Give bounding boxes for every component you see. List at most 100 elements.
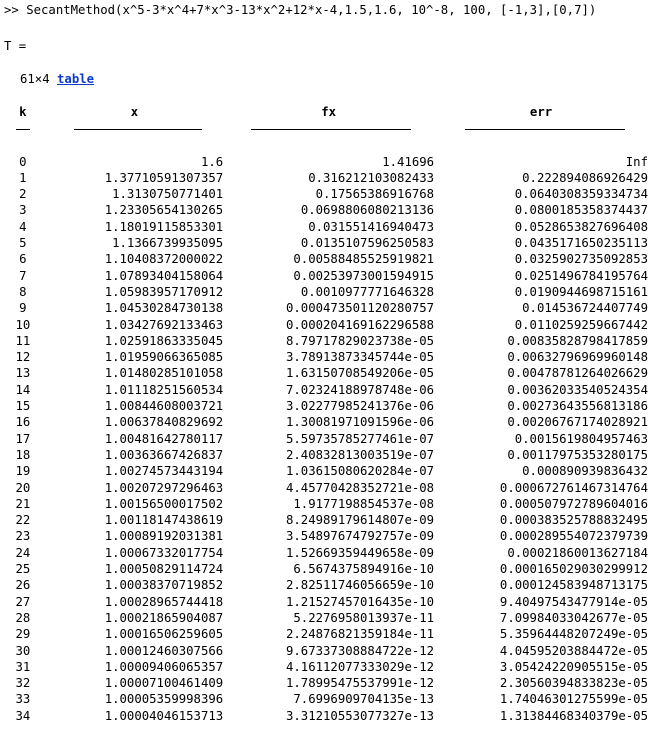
cell-x: 1.23305654130265 xyxy=(104,203,224,218)
cell-x: 1.03427692133463 xyxy=(104,317,224,332)
cell-x: 1.04530284730138 xyxy=(104,301,224,316)
cell-fx: 1.41696 xyxy=(382,154,435,169)
cell-k: 27 xyxy=(15,594,31,609)
cell-err: 7.09984033042677e-05 xyxy=(499,610,648,625)
cell-x: 1.00028965744418 xyxy=(104,594,224,609)
cell-x: 1.00844608003721 xyxy=(104,399,224,414)
table-row: 32 1.00007100461409 1.78995475537991e-12 2.… xyxy=(0,675,648,691)
cell-x: 1.01480285101058 xyxy=(104,366,224,381)
cell-k: 26 xyxy=(15,578,31,593)
table-row: 26 1.00038370719852 2.82511746056659e-10 0.… xyxy=(0,577,648,593)
cell-x: 1.00207297296463 xyxy=(104,480,224,495)
table-row: 22 1.00118147438619 8.24989179614807e-09 0.… xyxy=(0,512,648,528)
table-row: 20 1.00207297296463 4.45770428352721e-08 0.… xyxy=(0,480,648,496)
cell-x: 1.18019115853301 xyxy=(104,219,224,234)
header-rule-x xyxy=(46,121,223,137)
cell-fx: 7.02324188978748e-06 xyxy=(286,382,435,397)
cell-x: 1.6 xyxy=(200,154,224,169)
cell-x: 1.00038370719852 xyxy=(104,578,224,593)
cell-x: 1.1366739935095 xyxy=(112,236,224,251)
cell-fx: 5.2276958013937e-11 xyxy=(293,610,435,625)
cell-fx: 0.031551416940473 xyxy=(308,219,435,234)
cell-err: 0.0325902735092853 xyxy=(514,252,648,267)
table-row: 8 1.05983957170912 0.0010977771646328 0.019… xyxy=(0,284,648,300)
cell-k: 21 xyxy=(15,496,31,511)
cell-k: 5 xyxy=(19,236,27,251)
cell-k: 2 xyxy=(19,187,27,202)
cell-k: 28 xyxy=(15,610,31,625)
cell-fx: 8.79717829023738e-05 xyxy=(286,333,435,348)
cell-fx: 2.24876821359184e-11 xyxy=(286,627,435,642)
cell-k: 30 xyxy=(15,643,31,658)
table-row: 24 1.00067332017754 1.52669359449658e-09 0.… xyxy=(0,545,648,561)
cell-fx: 0.0135107596250583 xyxy=(300,236,435,251)
cell-k: 16 xyxy=(15,415,31,430)
cell-fx: 3.02277985241376e-06 xyxy=(286,399,435,414)
cell-fx: 7.6996909704135e-13 xyxy=(293,692,435,707)
table-header-row: k x fx err xyxy=(0,104,648,121)
column-header-x: x xyxy=(130,105,139,120)
column-header-k: k xyxy=(19,105,27,120)
table-type-link[interactable]: table xyxy=(57,72,95,86)
table-row: 14 1.01118251560534 7.02324188978748e-06 0.… xyxy=(0,382,648,398)
column-header-fx: fx xyxy=(321,105,337,120)
cell-x: 1.37710591307357 xyxy=(104,170,224,185)
cell-x: 1.05983957170912 xyxy=(104,284,224,299)
cell-fx: 0.0010977771646328 xyxy=(300,284,435,299)
cell-err: 0.014536724407749 xyxy=(522,301,648,316)
header-rule-fx xyxy=(223,121,434,137)
cell-k: 24 xyxy=(15,545,31,560)
cell-k: 18 xyxy=(15,447,31,462)
table-row: 34 1.00004046153713 3.31210553077327e-13 1.… xyxy=(0,708,648,724)
cell-err: 0.0528653827696408 xyxy=(514,219,648,234)
cell-fx: 1.21527457016435e-10 xyxy=(286,594,435,609)
cell-err: 0.00117975353280175 xyxy=(507,447,648,462)
cell-x: 1.01118251560534 xyxy=(104,382,224,397)
header-rule-k xyxy=(0,121,46,137)
table-row: 21 1.00156500017502 1.9177198854537e-08 0.0… xyxy=(0,496,648,512)
table-row: 4 1.18019115853301 0.031551416940473 0.0528… xyxy=(0,219,648,235)
cell-fx: 0.000473501120280757 xyxy=(286,301,435,316)
cell-fx: 0.000204169162296588 xyxy=(286,317,435,332)
cell-x: 1.00481642780117 xyxy=(104,431,224,446)
cell-x: 1.00004046153713 xyxy=(104,708,224,723)
table-row: 30 1.00012460307566 9.67337308884722e-12 4.… xyxy=(0,643,648,659)
cell-fx: 3.31210553077327e-13 xyxy=(286,708,435,723)
cell-err: 0.00632796969960148 xyxy=(507,350,648,365)
cell-x: 1.00274573443194 xyxy=(104,464,224,479)
table-row: 5 1.1366739935095 0.0135107596250583 0.0435… xyxy=(0,235,648,251)
cell-fx: 8.24989179614807e-09 xyxy=(286,513,435,528)
cell-fx: 2.40832813003519e-07 xyxy=(286,447,435,462)
column-header-err: err xyxy=(529,105,553,120)
command-line[interactable]: >> SecantMethod(x^5-3*x^4+7*x^3-13*x^2+1… xyxy=(4,3,596,17)
cell-fx: 0.00588485525919821 xyxy=(293,252,435,267)
cell-x: 1.07893404158064 xyxy=(104,268,224,283)
table-row: 27 1.00028965744418 1.21527457016435e-10 9.… xyxy=(0,594,648,610)
cell-k: 22 xyxy=(15,513,31,528)
cell-err: 0.222894086926429 xyxy=(522,170,648,185)
cell-x: 1.00050829114724 xyxy=(104,562,224,577)
cell-err: 9.40497543477914e-05 xyxy=(499,594,648,609)
table-row: 9 1.04530284730138 0.000473501120280757 0.0… xyxy=(0,300,648,316)
cell-k: 8 xyxy=(19,284,27,299)
command-text[interactable]: SecantMethod(x^5-3*x^4+7*x^3-13*x^2+12*x… xyxy=(26,3,597,17)
cell-k: 9 xyxy=(19,301,27,316)
cell-x: 1.00012460307566 xyxy=(104,643,224,658)
table-row: 31 1.00009406065357 4.16112077333029e-12 3.… xyxy=(0,659,648,675)
cell-err: 0.000383525788832495 xyxy=(499,513,648,528)
output-table-info: 61×4 table xyxy=(20,72,94,86)
cell-k: 10 xyxy=(15,317,31,332)
cell-k: 17 xyxy=(15,431,31,446)
cell-k: 13 xyxy=(15,366,31,381)
cell-fx: 1.03615080620284e-07 xyxy=(286,464,435,479)
cell-fx: 4.45770428352721e-08 xyxy=(286,480,435,495)
cell-x: 1.00021865904087 xyxy=(104,610,224,625)
cell-err: 0.00478781264026629 xyxy=(507,366,648,381)
cell-err: 0.000672761467314764 xyxy=(499,480,648,495)
cell-err: 0.0190944698715161 xyxy=(514,284,648,299)
cell-k: 6 xyxy=(19,252,27,267)
cell-k: 12 xyxy=(15,350,31,365)
cell-k: 34 xyxy=(15,708,31,723)
cell-fx: 5.59735785277461e-07 xyxy=(286,431,435,446)
table-row: 17 1.00481642780117 5.59735785277461e-07 0.… xyxy=(0,431,648,447)
